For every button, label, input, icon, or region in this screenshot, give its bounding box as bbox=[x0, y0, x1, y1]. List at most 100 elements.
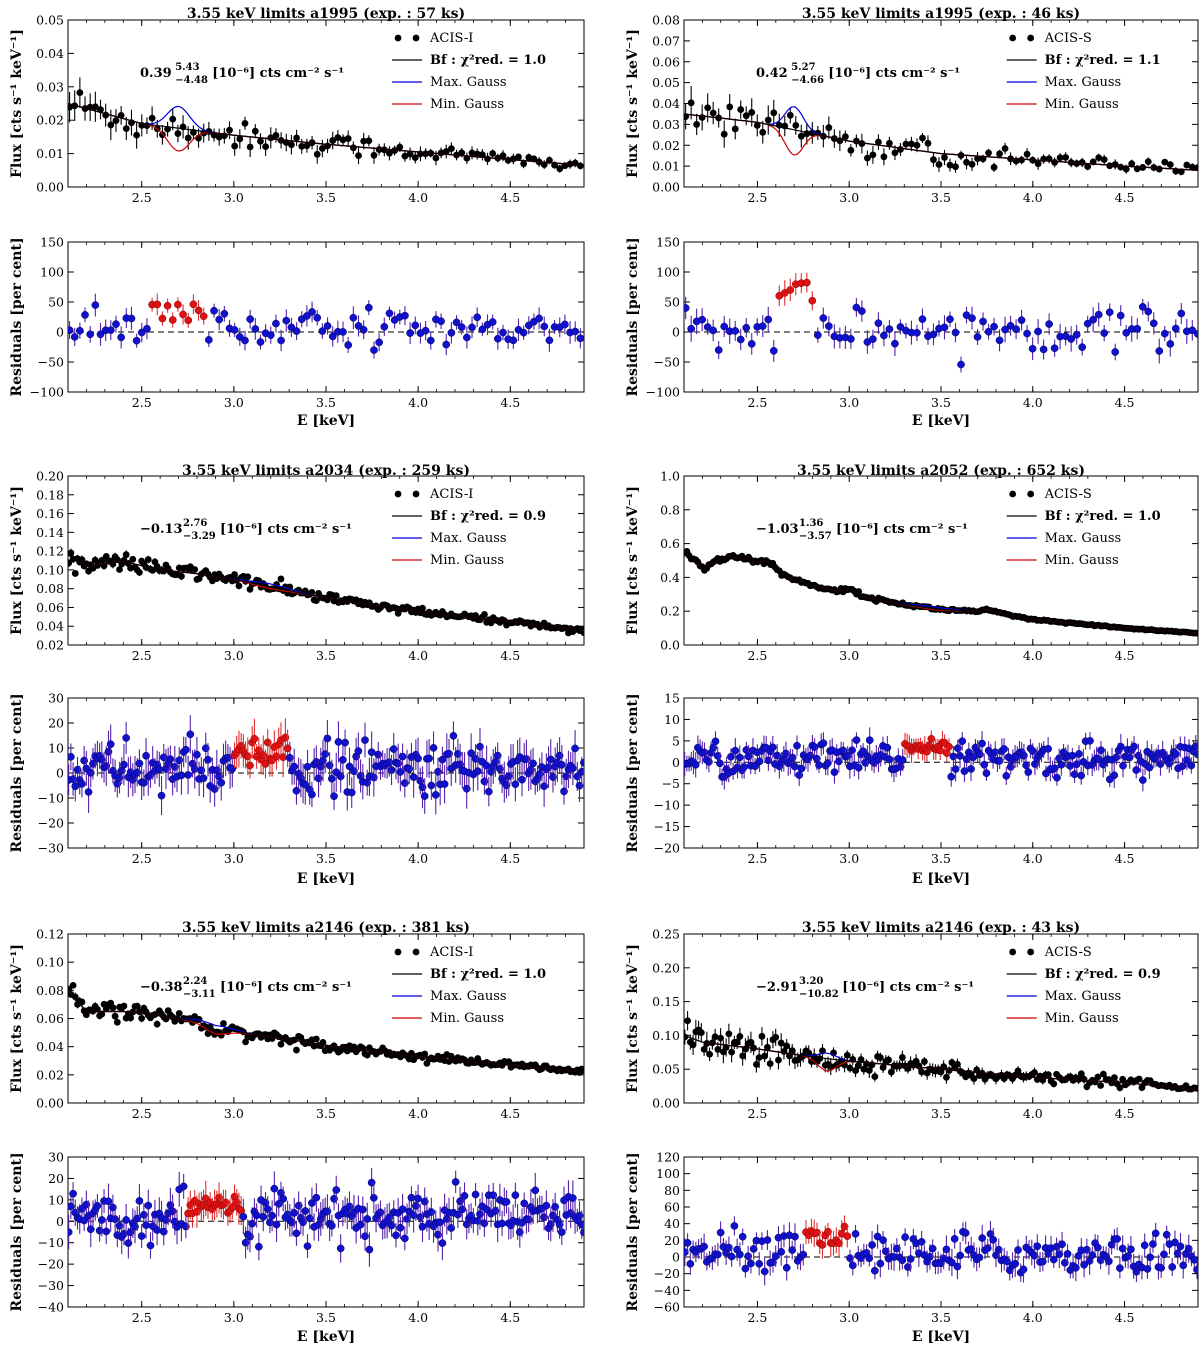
residual-point bbox=[215, 315, 224, 324]
residual-point bbox=[179, 310, 187, 319]
residual-point bbox=[401, 311, 409, 320]
residual-point bbox=[858, 307, 866, 315]
residual-point bbox=[359, 325, 368, 334]
residual-point bbox=[361, 736, 369, 744]
residual-axis-y-tick-label: −30 bbox=[38, 841, 64, 856]
flux-axis-y-tick-label: 0.00 bbox=[36, 1096, 64, 1111]
flux-point bbox=[127, 1014, 134, 1022]
residual-point bbox=[859, 747, 867, 756]
flux-point bbox=[329, 137, 337, 144]
flux-point bbox=[1056, 154, 1064, 162]
flux-point bbox=[380, 146, 388, 154]
residual-point bbox=[740, 763, 748, 771]
residual-point bbox=[442, 340, 451, 349]
flux-point bbox=[112, 117, 120, 125]
residual-point bbox=[345, 762, 354, 771]
flux-axis-y-tick-label: 0.25 bbox=[652, 927, 680, 942]
flux-point bbox=[133, 131, 141, 139]
flux-point bbox=[777, 1039, 785, 1047]
best-fit-curve bbox=[684, 113, 1198, 171]
residual-point bbox=[122, 1216, 131, 1224]
flux-point bbox=[857, 1056, 865, 1063]
panel-6: 3.55 keV limits a2146 (exp. : 43 ks) 2.5 3… bbox=[625, 920, 1199, 1345]
residual-point bbox=[414, 754, 422, 763]
flux-point bbox=[1194, 164, 1198, 171]
residual-point bbox=[137, 1232, 146, 1240]
residual-point bbox=[1044, 744, 1052, 753]
flux-data bbox=[684, 1010, 1198, 1093]
flux-point bbox=[700, 1045, 708, 1053]
flux-point bbox=[788, 1047, 796, 1055]
flux-axis-x-tick-label: 3.0 bbox=[839, 1106, 859, 1121]
legend-label: Max. Gauss bbox=[430, 989, 507, 1004]
residual-point bbox=[964, 748, 973, 757]
residual-point bbox=[308, 308, 316, 316]
residual-point bbox=[1172, 750, 1180, 758]
annotation-value: 0.42 bbox=[756, 66, 788, 81]
flux-point bbox=[1084, 163, 1092, 171]
residual-point bbox=[370, 346, 378, 354]
flux-point bbox=[920, 1058, 928, 1065]
residual-axis-x-tick-label: 4.0 bbox=[408, 1310, 428, 1325]
residual-axis-y-tick-label: 10 bbox=[48, 1192, 64, 1207]
flux-axis-x-tick-label: 2.5 bbox=[132, 648, 152, 663]
residual-point bbox=[561, 320, 569, 329]
residual-point bbox=[91, 301, 100, 309]
residual-point bbox=[1138, 302, 1147, 311]
flux-axis-y-tick-label: 0.05 bbox=[36, 13, 64, 28]
flux-point bbox=[1111, 161, 1119, 168]
residual-y-axis-label: Residuals [per cent] bbox=[9, 693, 25, 852]
flux-point bbox=[1122, 165, 1130, 173]
flux-data bbox=[68, 548, 584, 637]
residual-point bbox=[1155, 347, 1164, 355]
flux-point bbox=[122, 125, 130, 132]
flux-axis-x-tick-label: 4.5 bbox=[500, 1106, 520, 1121]
flux-axis-y-tick-label: 0.4 bbox=[660, 570, 680, 585]
residual-axis-y-tick-label: 100 bbox=[656, 265, 680, 280]
residual-point bbox=[157, 791, 166, 800]
residual-point bbox=[303, 762, 312, 771]
flux-axis-x-tick-label: 2.5 bbox=[747, 190, 767, 205]
flux-point bbox=[191, 566, 199, 573]
residual-point bbox=[979, 317, 987, 326]
flux-point bbox=[499, 152, 507, 160]
legend-label: Max. Gauss bbox=[1045, 531, 1122, 546]
residual-point bbox=[287, 323, 296, 332]
flux-point bbox=[755, 1054, 763, 1061]
residual-point bbox=[885, 755, 894, 764]
residual-point bbox=[580, 758, 584, 767]
flux-point bbox=[411, 154, 419, 162]
residual-point bbox=[437, 317, 445, 326]
flux-point bbox=[1078, 159, 1086, 166]
flux-axis-y-tick-label: 0.03 bbox=[652, 117, 680, 132]
residual-point bbox=[186, 730, 195, 739]
legend: ACIS-S Bf : χ²red. = 1.1 Max. Gauss Min. Ga… bbox=[1006, 31, 1161, 112]
residual-y-axis-label: Residuals [per cent] bbox=[625, 693, 641, 852]
residual-point bbox=[406, 329, 414, 337]
flux-axis-y-tick-label: 0.10 bbox=[36, 955, 64, 970]
residual-point bbox=[918, 315, 927, 323]
flux-data bbox=[684, 86, 1198, 176]
flux-point bbox=[1106, 162, 1114, 170]
residual-axis-y-tick-label: −100 bbox=[646, 385, 680, 400]
residual-point bbox=[111, 1215, 119, 1224]
residual-point bbox=[758, 322, 767, 330]
flux-point bbox=[753, 122, 761, 129]
residual-point bbox=[155, 765, 164, 774]
residual-point bbox=[396, 1223, 405, 1232]
residual-point bbox=[1171, 324, 1180, 333]
residual-point bbox=[460, 1192, 469, 1200]
residual-point bbox=[1028, 747, 1037, 755]
residual-point bbox=[137, 328, 146, 337]
residual-point bbox=[478, 325, 487, 334]
flux-point bbox=[742, 112, 750, 120]
x-axis-label: E [keV] bbox=[912, 413, 970, 429]
residual-axis-x-tick-label: 4.5 bbox=[1115, 851, 1135, 866]
flux-point bbox=[860, 1065, 868, 1073]
residual-point bbox=[463, 333, 471, 342]
residual-point bbox=[127, 314, 136, 323]
residual-point bbox=[1034, 327, 1042, 336]
flux-point bbox=[974, 155, 981, 163]
residual-axis-y-tick-label: 0 bbox=[672, 325, 680, 340]
flux-axis-x-tick-label: 4.0 bbox=[408, 190, 428, 205]
